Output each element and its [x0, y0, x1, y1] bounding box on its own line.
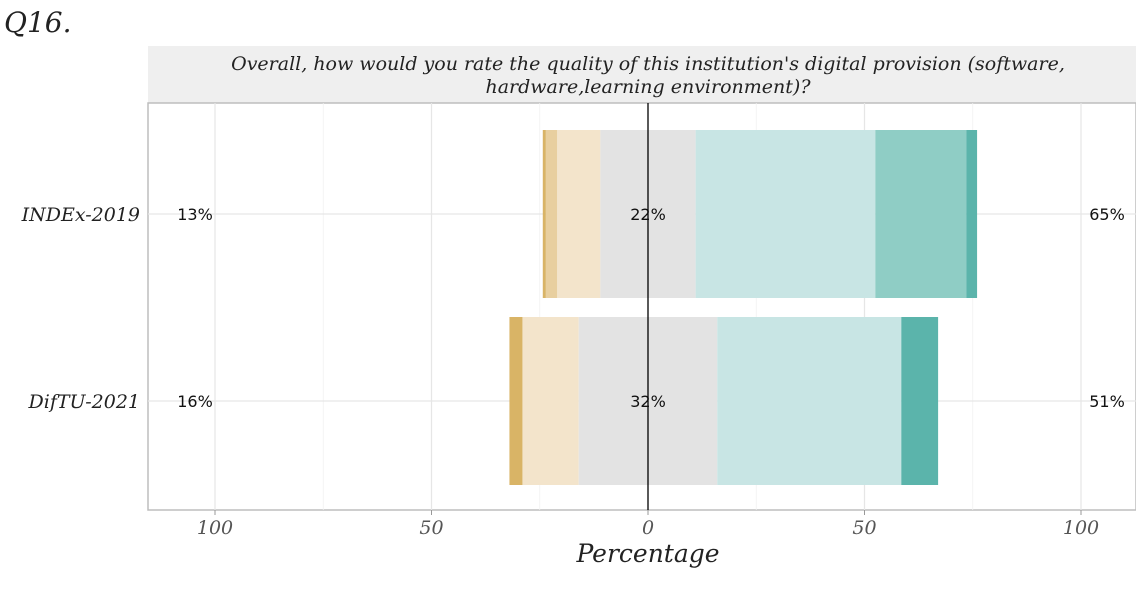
question-id: Q16. [4, 6, 71, 39]
neutral-percent-label: 32% [630, 392, 666, 411]
bar-segment-level-1 [509, 317, 523, 485]
x-tick-label: 50 [852, 517, 876, 539]
bar-segment-level-3 [522, 317, 579, 485]
category-label: INDEx-2019 [21, 204, 140, 226]
bar-segment-level-5 [695, 130, 876, 298]
bar-segment-level-6 [875, 130, 967, 298]
bar-segment-level-1 [542, 130, 546, 298]
x-tick-label: 50 [419, 517, 443, 539]
right-percent-label: 51% [1089, 392, 1125, 411]
value-labels: 13% 22% 65% 16% 32% 51% [177, 205, 1125, 411]
neutral-percent-label: 22% [630, 205, 666, 224]
bar-segment-level-2 [545, 130, 558, 298]
x-axis-ticks: 100 50 0 50 100 [197, 510, 1099, 539]
x-axis-title: Percentage [575, 539, 719, 568]
bar-stacks [509, 103, 978, 510]
category-labels: INDEx-2019 DifTU-2021 [21, 204, 140, 413]
x-tick-label: 100 [197, 517, 233, 539]
bar-segment-level-5 [717, 317, 902, 485]
right-percent-label: 65% [1089, 205, 1125, 224]
title-strip [148, 46, 1136, 103]
category-label: DifTU-2021 [28, 391, 140, 413]
bar-segment-level-7 [966, 130, 978, 298]
chart-title-line-2: hardware,learning environment)? [485, 76, 811, 98]
left-percent-label: 13% [177, 205, 213, 224]
bar-segment-level-3 [557, 130, 601, 298]
x-tick-label: 0 [642, 517, 654, 539]
left-percent-label: 16% [177, 392, 213, 411]
x-tick-label: 100 [1063, 517, 1099, 539]
chart-title-line-1: Overall, how would you rate the quality … [231, 53, 1065, 75]
bar-segment-level-7 [901, 317, 939, 485]
